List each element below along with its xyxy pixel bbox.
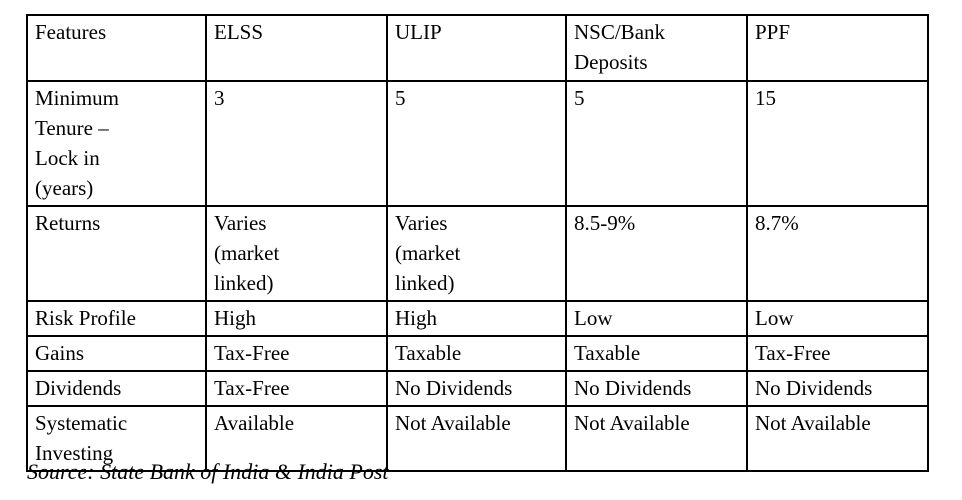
value-cell: Tax-Free [746, 335, 929, 372]
value-cell: Varies (market linked) [205, 205, 388, 302]
feature-cell-dividends: Dividends [26, 370, 207, 407]
table-row: Risk Profile High High Low Low [26, 300, 929, 337]
value-cell: High [205, 300, 388, 337]
value-cell: 3 [205, 80, 388, 207]
value-cell: Tax-Free [205, 335, 388, 372]
value-cell: No Dividends [746, 370, 929, 407]
column-header-ulip: ULIP [386, 14, 567, 82]
value-cell: 5 [565, 80, 748, 207]
table-row: Returns Varies (market linked) Varies (m… [26, 205, 929, 302]
investment-comparison-table: Features ELSS ULIP NSC/Bank Deposits PPF… [26, 14, 929, 472]
feature-cell-risk-profile: Risk Profile [26, 300, 207, 337]
value-cell: Low [565, 300, 748, 337]
column-header-features: Features [26, 14, 207, 82]
value-cell: Not Available [565, 405, 748, 472]
value-cell: Available [205, 405, 388, 472]
column-header-nsc-bank-deposits: NSC/Bank Deposits [565, 14, 748, 82]
table-row: Systematic Investing Available Not Avail… [26, 405, 929, 472]
table-row: Gains Tax-Free Taxable Taxable Tax-Free [26, 335, 929, 372]
feature-cell-systematic-investing: Systematic Investing [26, 405, 207, 472]
value-cell: 8.5-9% [565, 205, 748, 302]
value-cell: No Dividends [386, 370, 567, 407]
value-cell: Not Available [746, 405, 929, 472]
value-cell: Taxable [565, 335, 748, 372]
feature-cell-returns: Returns [26, 205, 207, 302]
value-cell: Varies (market linked) [386, 205, 567, 302]
feature-cell-minimum-tenure: Minimum Tenure – Lock in (years) [26, 80, 207, 207]
table-row: Dividends Tax-Free No Dividends No Divid… [26, 370, 929, 407]
value-cell: Tax-Free [205, 370, 388, 407]
column-header-elss: ELSS [205, 14, 388, 82]
feature-cell-gains: Gains [26, 335, 207, 372]
value-cell: 15 [746, 80, 929, 207]
value-cell: Taxable [386, 335, 567, 372]
table-row: Minimum Tenure – Lock in (years) 3 5 5 1… [26, 80, 929, 207]
source-caption: Source: State Bank of India & India Post [27, 459, 389, 484]
value-cell: High [386, 300, 567, 337]
table-header-row: Features ELSS ULIP NSC/Bank Deposits PPF [26, 14, 929, 82]
value-cell: 8.7% [746, 205, 929, 302]
value-cell: Low [746, 300, 929, 337]
value-cell: 5 [386, 80, 567, 207]
column-header-ppf: PPF [746, 14, 929, 82]
value-cell: No Dividends [565, 370, 748, 407]
value-cell: Not Available [386, 405, 567, 472]
